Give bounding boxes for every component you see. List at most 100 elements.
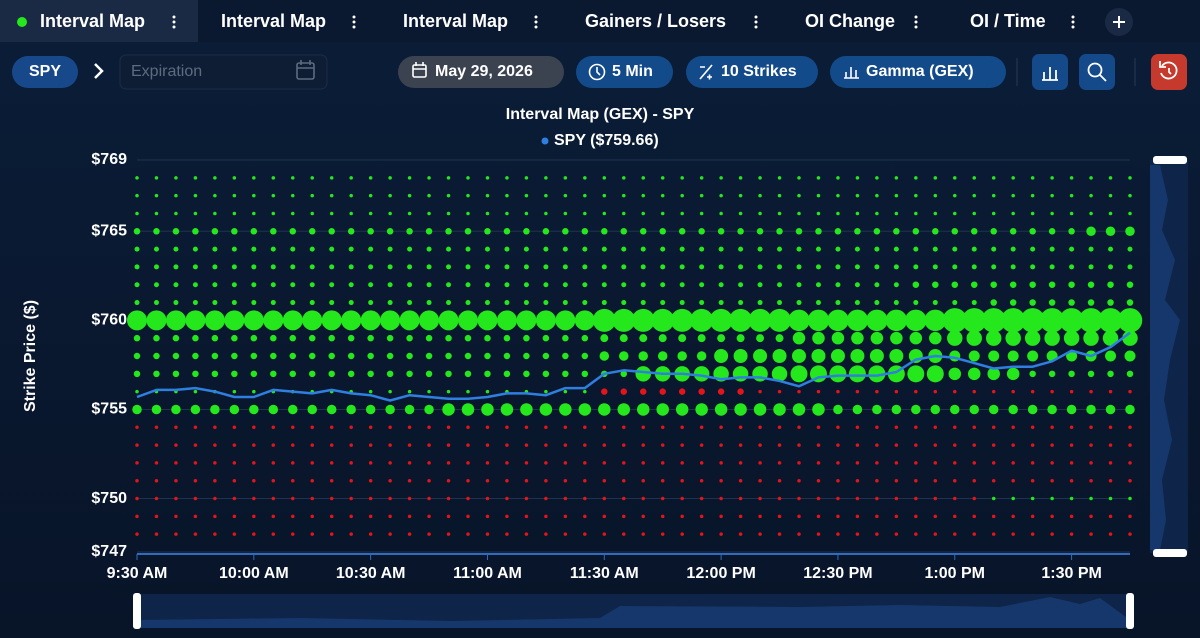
gex-bubble [602, 176, 607, 180]
symbol[interactable]: SPY [29, 63, 61, 80]
gex-bubble [852, 404, 863, 415]
slider-handle[interactable] [1153, 156, 1187, 164]
gex-bubble [698, 228, 705, 235]
gex-bubble [1069, 532, 1074, 536]
gex-bubble [641, 478, 645, 483]
menu-icon[interactable] [172, 15, 176, 29]
tab-label[interactable]: Interval Map [221, 11, 326, 31]
gex-bubble [1029, 370, 1036, 378]
gex-bubble [562, 282, 568, 288]
gex-bubble [466, 425, 470, 430]
tab-label[interactable]: Interval Map [40, 11, 145, 31]
metric[interactable]: Gamma (GEX) [866, 63, 974, 80]
menu-icon[interactable] [1071, 15, 1075, 29]
gex-bubble [270, 352, 277, 360]
gex-bubble [442, 403, 455, 416]
symbol-pill[interactable] [12, 56, 78, 88]
gex-bubble [1128, 514, 1132, 519]
gex-bubble [458, 310, 478, 331]
gex-bubble [563, 461, 568, 465]
gex-bubble [310, 425, 314, 430]
gex-bubble [777, 532, 782, 536]
menu-icon[interactable] [352, 15, 356, 29]
gex-bubble [971, 300, 977, 306]
gex-bubble [869, 349, 884, 363]
gex-bubble [929, 331, 942, 345]
gex-bubble [583, 514, 587, 519]
gex-bubble [135, 443, 139, 447]
tab-label[interactable]: OI Change [805, 11, 895, 31]
gex-bubble [621, 264, 627, 270]
gex-bubble [367, 228, 374, 235]
gex-bubble [660, 532, 665, 536]
navigator-handle[interactable] [133, 593, 141, 629]
calendar-icon[interactable] [296, 60, 315, 80]
gex-bubble [636, 403, 650, 416]
menu-icon[interactable] [914, 15, 918, 29]
gex-bubble [777, 246, 783, 252]
gex-bubble [836, 532, 840, 536]
interval[interactable]: 5 Min [612, 63, 653, 80]
gex-bubble [252, 478, 256, 483]
gex-bubble [347, 352, 355, 360]
x-tick-label: 10:00 AM [219, 565, 289, 582]
gex-bubble [388, 478, 392, 483]
gex-bubble [690, 308, 714, 332]
gex-bubble [406, 370, 413, 378]
add-tab[interactable] [1105, 8, 1133, 36]
gex-bubble [792, 349, 806, 363]
gex-bubble [699, 496, 704, 501]
gex-bubble [991, 443, 996, 447]
gex-bubble [477, 310, 498, 331]
active-tab[interactable] [0, 0, 198, 42]
date-pill[interactable] [398, 56, 564, 88]
gex-bubble [388, 496, 392, 501]
price-line [136, 331, 1131, 402]
gex-bubble [850, 349, 865, 363]
gex-bubble [309, 264, 315, 270]
gex-bubble [544, 389, 548, 394]
gex-bubble [321, 310, 342, 331]
gex-bubble [523, 370, 530, 378]
gex-bubble [620, 370, 628, 378]
gex-bubble [544, 193, 548, 198]
gex-bubble [271, 443, 276, 447]
interval-pill[interactable] [576, 56, 673, 88]
gex-bubble [758, 514, 762, 519]
tab-label[interactable]: Gainers / Losers [585, 11, 726, 31]
expiration-input[interactable] [119, 54, 328, 90]
gex-bubble [777, 514, 782, 519]
strikes[interactable]: 10 Strikes [721, 63, 797, 80]
gex-bubble [641, 532, 645, 536]
gex-bubble [153, 300, 159, 306]
menu-icon[interactable] [754, 15, 758, 29]
gex-bubble [914, 461, 918, 465]
tab-label[interactable]: Interval Map [403, 11, 508, 31]
date[interactable]: May 29, 2026 [435, 63, 533, 80]
expiration-placeholder: Expiration [131, 63, 202, 80]
gex-bubble [797, 443, 801, 447]
gex-bubble [341, 310, 362, 331]
gex-bubble [855, 176, 860, 180]
gex-bubble [505, 478, 509, 483]
gex-bubble [523, 300, 529, 306]
gex-bubble [771, 366, 788, 382]
gex-bubble [349, 211, 353, 216]
strikes-pill[interactable] [686, 56, 818, 88]
gex-bubble [289, 352, 297, 360]
gex-bubble [1089, 478, 1093, 483]
gex-bubble [758, 211, 762, 216]
gex-bubble [271, 532, 276, 536]
slider-handle[interactable] [1153, 549, 1187, 557]
gex-bubble [894, 514, 899, 519]
tab-label[interactable]: OI / Time [970, 11, 1046, 31]
search-button[interactable] [1079, 54, 1115, 90]
menu-icon[interactable] [534, 15, 538, 29]
gex-bubble [407, 246, 413, 252]
gex-bubble [1089, 443, 1093, 447]
gex-bubble [445, 352, 452, 360]
navigator-handle[interactable] [1126, 593, 1134, 629]
gex-bubble [154, 176, 159, 180]
gex-bubble [913, 300, 919, 306]
metric-pill[interactable] [830, 56, 1006, 88]
